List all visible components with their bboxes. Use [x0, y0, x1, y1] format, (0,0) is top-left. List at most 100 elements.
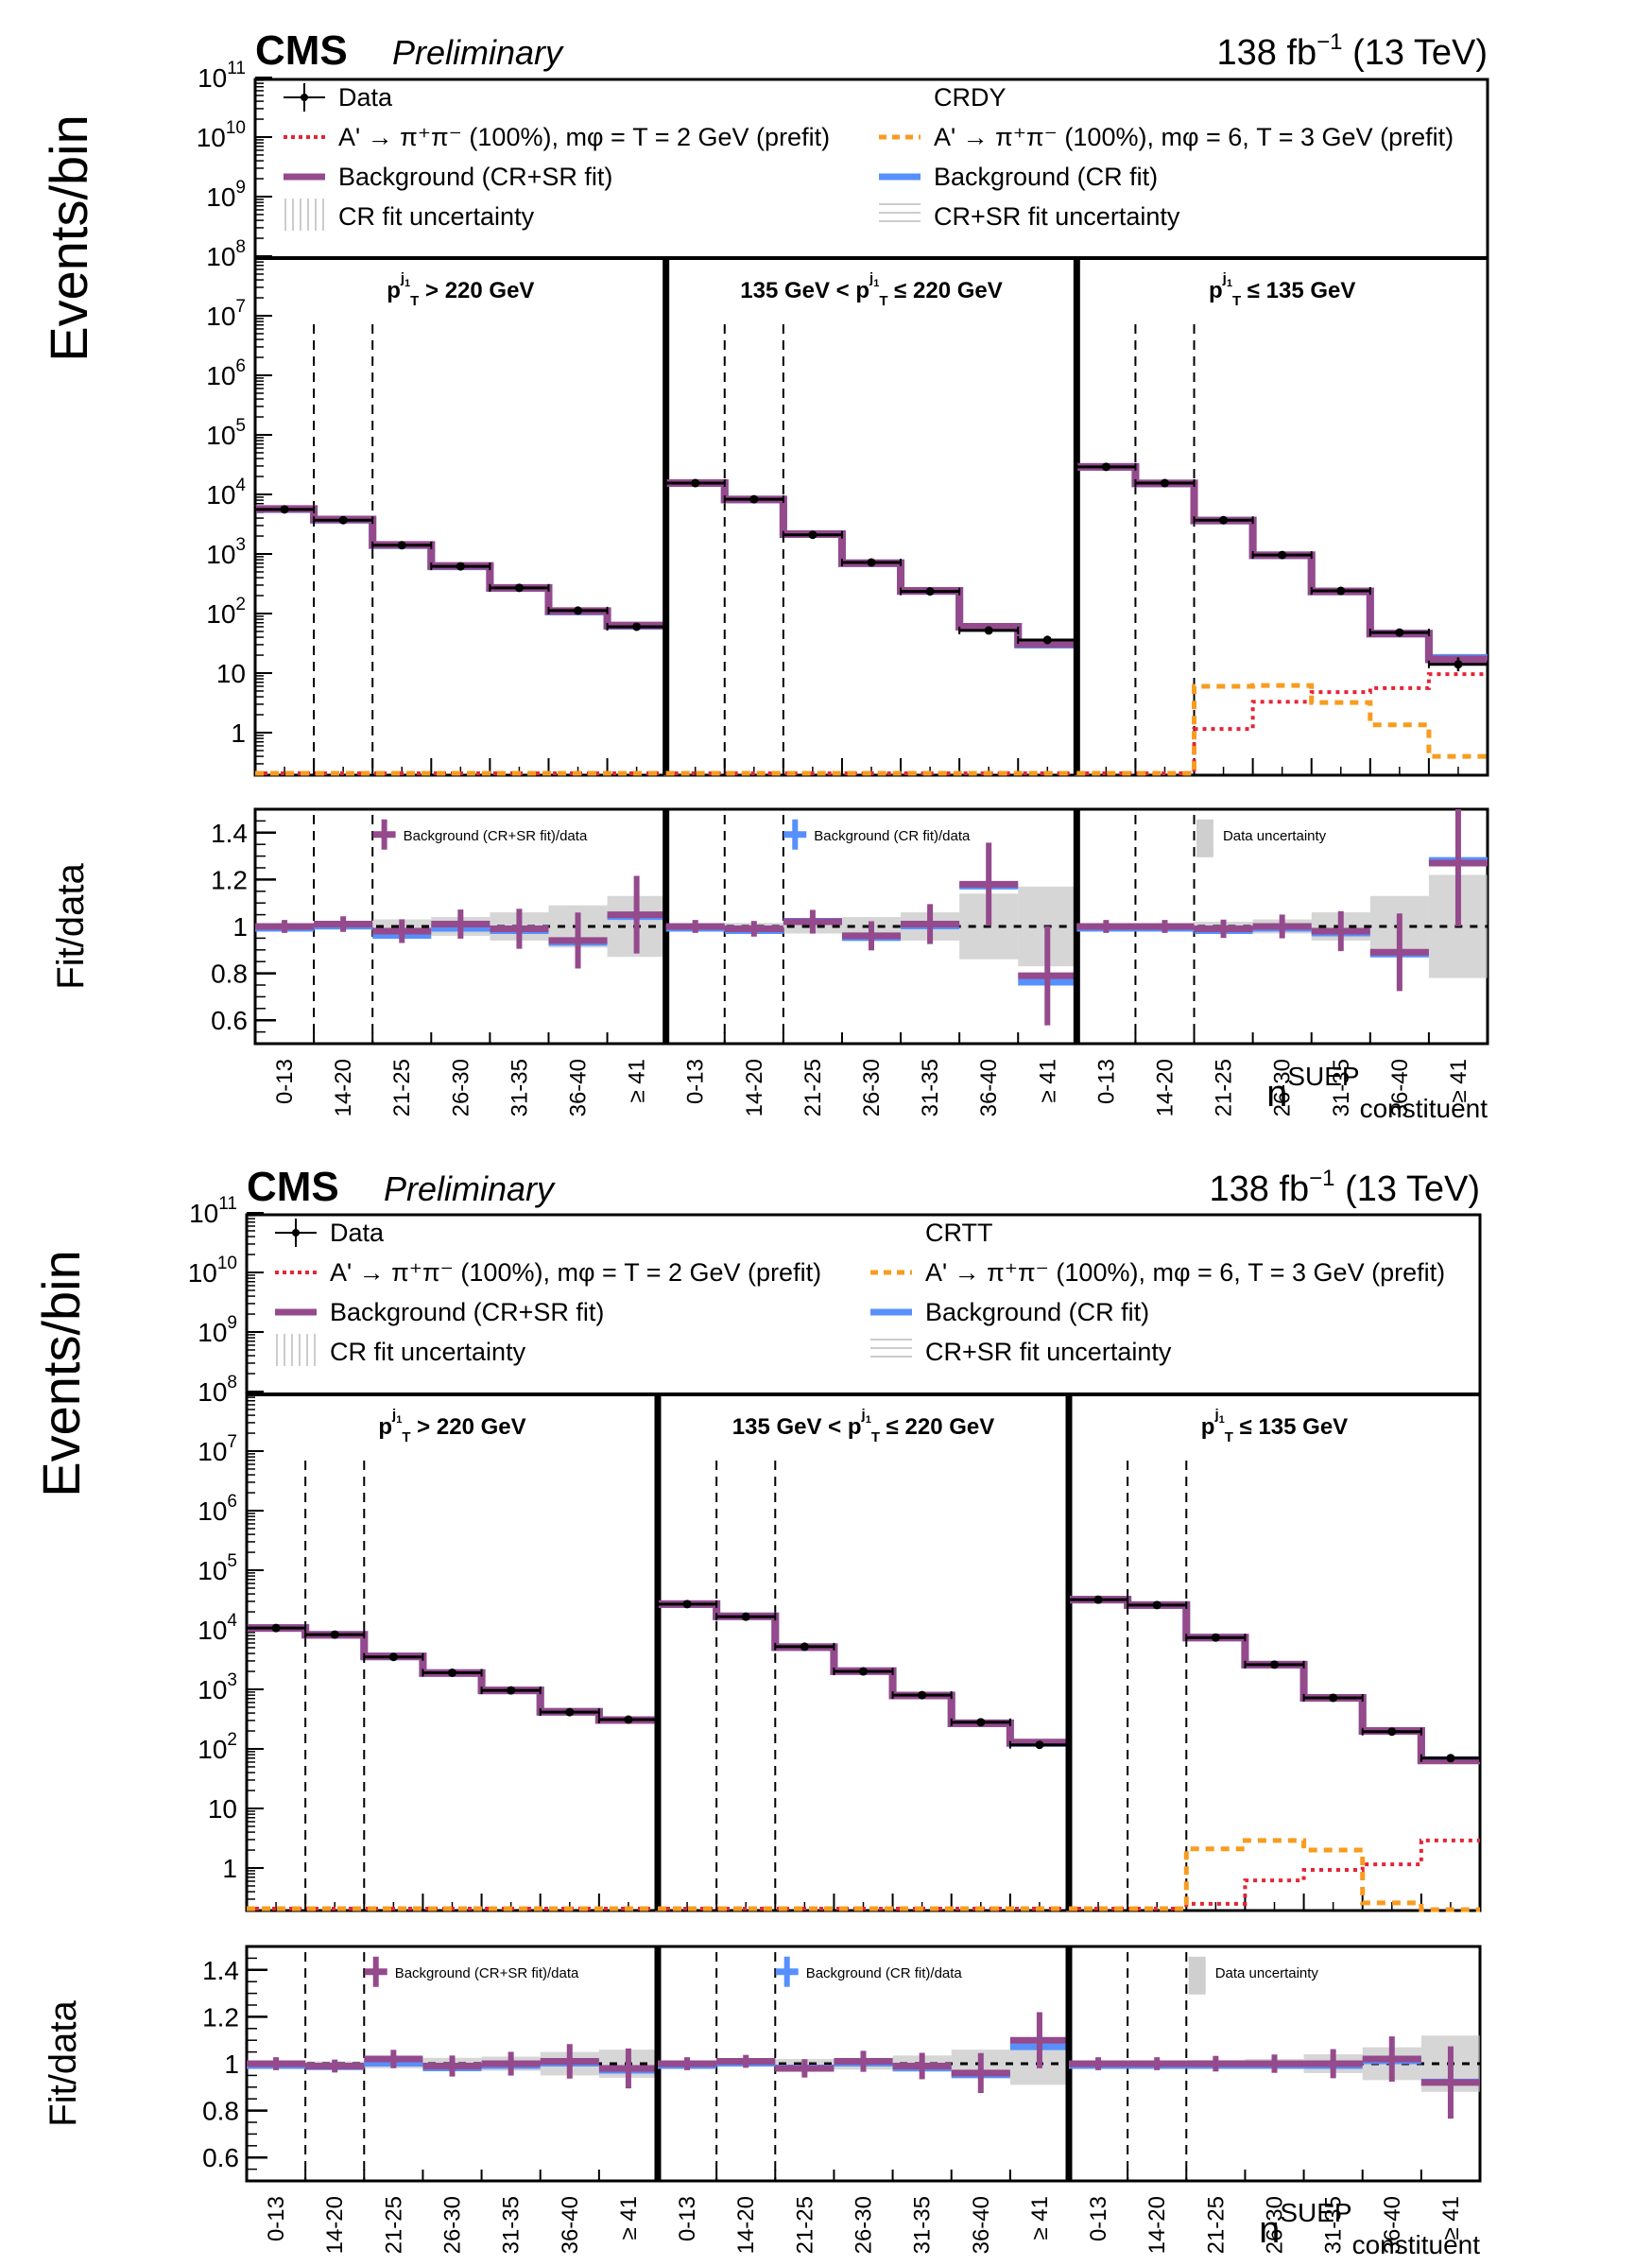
y-tick-label: 102 — [198, 1730, 237, 1764]
x-category-label: 14-20 — [1144, 2196, 1170, 2254]
ratio-legend-unc-box — [1188, 1956, 1206, 1995]
data-point — [749, 494, 759, 504]
ratio-tick-label: 0.6 — [211, 1006, 248, 1035]
x-category-label: 26-30 — [1263, 2196, 1288, 2254]
x-category-label: ≥ 41 — [616, 2196, 642, 2240]
ratio-legend-cr-label: Background (CR fit)/data — [814, 828, 971, 844]
x-category-label: 14-20 — [331, 1059, 356, 1116]
data-point — [280, 505, 289, 514]
legend-sig-m2-label: A' → π⁺π⁻ (100%), mφ = T = 2 GeV (prefit… — [330, 1258, 821, 1287]
legend-bkg-crsr-label: Background (CR+SR fit) — [338, 163, 612, 191]
y-tick-label: 103 — [198, 1670, 237, 1704]
x-category-label: 0-13 — [1086, 2196, 1111, 2241]
data-point — [1278, 550, 1287, 560]
data-point — [859, 1667, 868, 1676]
x-category-label: ≥ 41 — [1438, 2196, 1464, 2240]
y-tick-label: 1011 — [198, 59, 246, 93]
y-tick-label: 1010 — [188, 1254, 237, 1288]
data-point — [1160, 478, 1169, 488]
region-label-pt: pj1T ≤ 135 GeV — [1201, 1407, 1348, 1445]
x-category-label: 21-25 — [389, 1059, 415, 1116]
chart-crdy: CMS Preliminary 138 fb−1 (13 TeV) Events/bi… — [39, 27, 1489, 1123]
data-point — [800, 1642, 809, 1652]
y-tick-label: 1 — [222, 1854, 237, 1883]
y-tick-label: 10 — [216, 659, 246, 688]
x-category-label: 36-40 — [976, 1059, 1002, 1116]
y-tick-label: 104 — [206, 476, 246, 510]
panel-1: pj1T > 220 GeV Background (CR+SR fit)/dat… — [246, 1407, 659, 2254]
cms-label: CMS — [247, 1164, 339, 1210]
x-category-label: 36-40 — [1387, 1059, 1413, 1116]
data-point — [925, 587, 935, 597]
signal-m6-histogram — [1076, 683, 1488, 776]
x-category-label: 31-35 — [1329, 1059, 1354, 1116]
legend-crsr-unc-label: CR+SR fit uncertainty — [934, 202, 1180, 231]
data-point — [984, 626, 993, 635]
panel-2: 135 GeV < pj1T ≤ 220 GeV Background (CR f… — [654, 1394, 1070, 2254]
x-category-label: 0-13 — [675, 2196, 700, 2241]
legend-data-dot — [301, 94, 308, 101]
data-point — [867, 558, 876, 567]
data-point — [682, 1600, 692, 1609]
cms-label: CMS — [255, 27, 348, 74]
legend-sig-m6-label: A' → π⁺π⁻ (100%), mφ = 6, T = 3 GeV (pre… — [934, 123, 1454, 151]
y-tick-label: 103 — [206, 535, 246, 569]
x-category-label: 14-20 — [1152, 1059, 1178, 1116]
data-point — [1219, 515, 1229, 525]
background-crsr-histogram — [1069, 1596, 1480, 1765]
y-tick-label: 109 — [206, 178, 246, 212]
legend: Data CRTT A' → π⁺π⁻ (100%), mφ = T = 2 GeV… — [275, 1219, 1445, 1366]
ratio-axis-title: Fit/data — [50, 863, 92, 990]
y-tick-label: 10 — [208, 1794, 237, 1824]
legend-data-label: Data — [330, 1219, 385, 1247]
legend-bkg-cr-label: Background (CR fit) — [925, 1298, 1149, 1326]
lumi-label: 138 fb−1 (13 TeV) — [1209, 1166, 1480, 1209]
region-label-pt: 135 GeV < pj1T ≤ 220 GeV — [740, 270, 1002, 309]
x-category-label: 14-20 — [742, 1059, 767, 1116]
ratio-tick-label: 0.8 — [211, 960, 248, 989]
y-tick-label: 1010 — [197, 118, 246, 152]
y-tick-label: 1011 — [189, 1194, 237, 1228]
data-point — [514, 583, 524, 593]
legend-sig-m2-label: A' → π⁺π⁻ (100%), mφ = T = 2 GeV (prefit… — [338, 123, 830, 151]
ratio-legend-crsr-label: Background (CR+SR fit)/data — [404, 828, 588, 844]
ratio-legend-cr-label: Background (CR fit)/data — [806, 1965, 963, 1981]
region-label-pt: pj1T ≤ 135 GeV — [1209, 270, 1355, 309]
x-category-label: 36-40 — [566, 1059, 592, 1116]
preliminary-label: Preliminary — [392, 33, 564, 72]
y-tick-label: 105 — [198, 1551, 237, 1585]
x-category-label: 14-20 — [322, 2196, 348, 2254]
x-category-label: 31-35 — [507, 1059, 532, 1116]
ratio-legend-unc-label: Data uncertainty — [1223, 828, 1327, 844]
chart-crtt: CMS Preliminary 138 fb−1 (13 TeV) Events/bi… — [31, 1164, 1482, 2259]
y-tick-label: 108 — [198, 1373, 237, 1407]
y-tick-label: 108 — [206, 237, 246, 271]
x-category-label: 26-30 — [440, 2196, 466, 2254]
x-category-label: 21-25 — [1212, 1059, 1237, 1116]
x-axis-title: nSUEPconstituent — [1266, 1062, 1488, 1123]
y-axis-title: Events/bin — [39, 114, 98, 362]
ratio-tick-label: 0.8 — [202, 2097, 239, 2126]
ratio-legend-unc-box — [1196, 819, 1213, 857]
legend-bkg-cr-label: Background (CR fit) — [934, 163, 1158, 191]
legend: Data CRDY A' → π⁺π⁻ (100%), mφ = T = 2 GeV… — [284, 83, 1454, 231]
data-point — [330, 1630, 339, 1639]
data-point — [1093, 1595, 1103, 1604]
data-point — [1336, 586, 1346, 596]
data-point — [632, 622, 642, 631]
ratio-legend-crsr-label: Background (CR+SR fit)/data — [395, 1965, 579, 1981]
y-tick-label: 107 — [198, 1432, 237, 1466]
lumi-label: 138 fb−1 (13 TeV) — [1216, 29, 1488, 73]
background-crsr-histogram — [1076, 462, 1488, 664]
ratio-tick-label: 1.2 — [202, 2002, 239, 2032]
x-category-label: 26-30 — [448, 1059, 473, 1116]
x-axis-title: nSUEPconstituent — [1259, 2198, 1480, 2259]
ratio-tick-label: 0.6 — [202, 2143, 239, 2172]
x-category-label: ≥ 41 — [1446, 1059, 1471, 1103]
y-tick-label: 105 — [206, 416, 246, 450]
x-category-label: ≥ 41 — [625, 1059, 650, 1103]
data-point — [691, 478, 700, 488]
y-tick-label: 102 — [206, 595, 246, 629]
y-tick-label: 1 — [231, 718, 246, 748]
